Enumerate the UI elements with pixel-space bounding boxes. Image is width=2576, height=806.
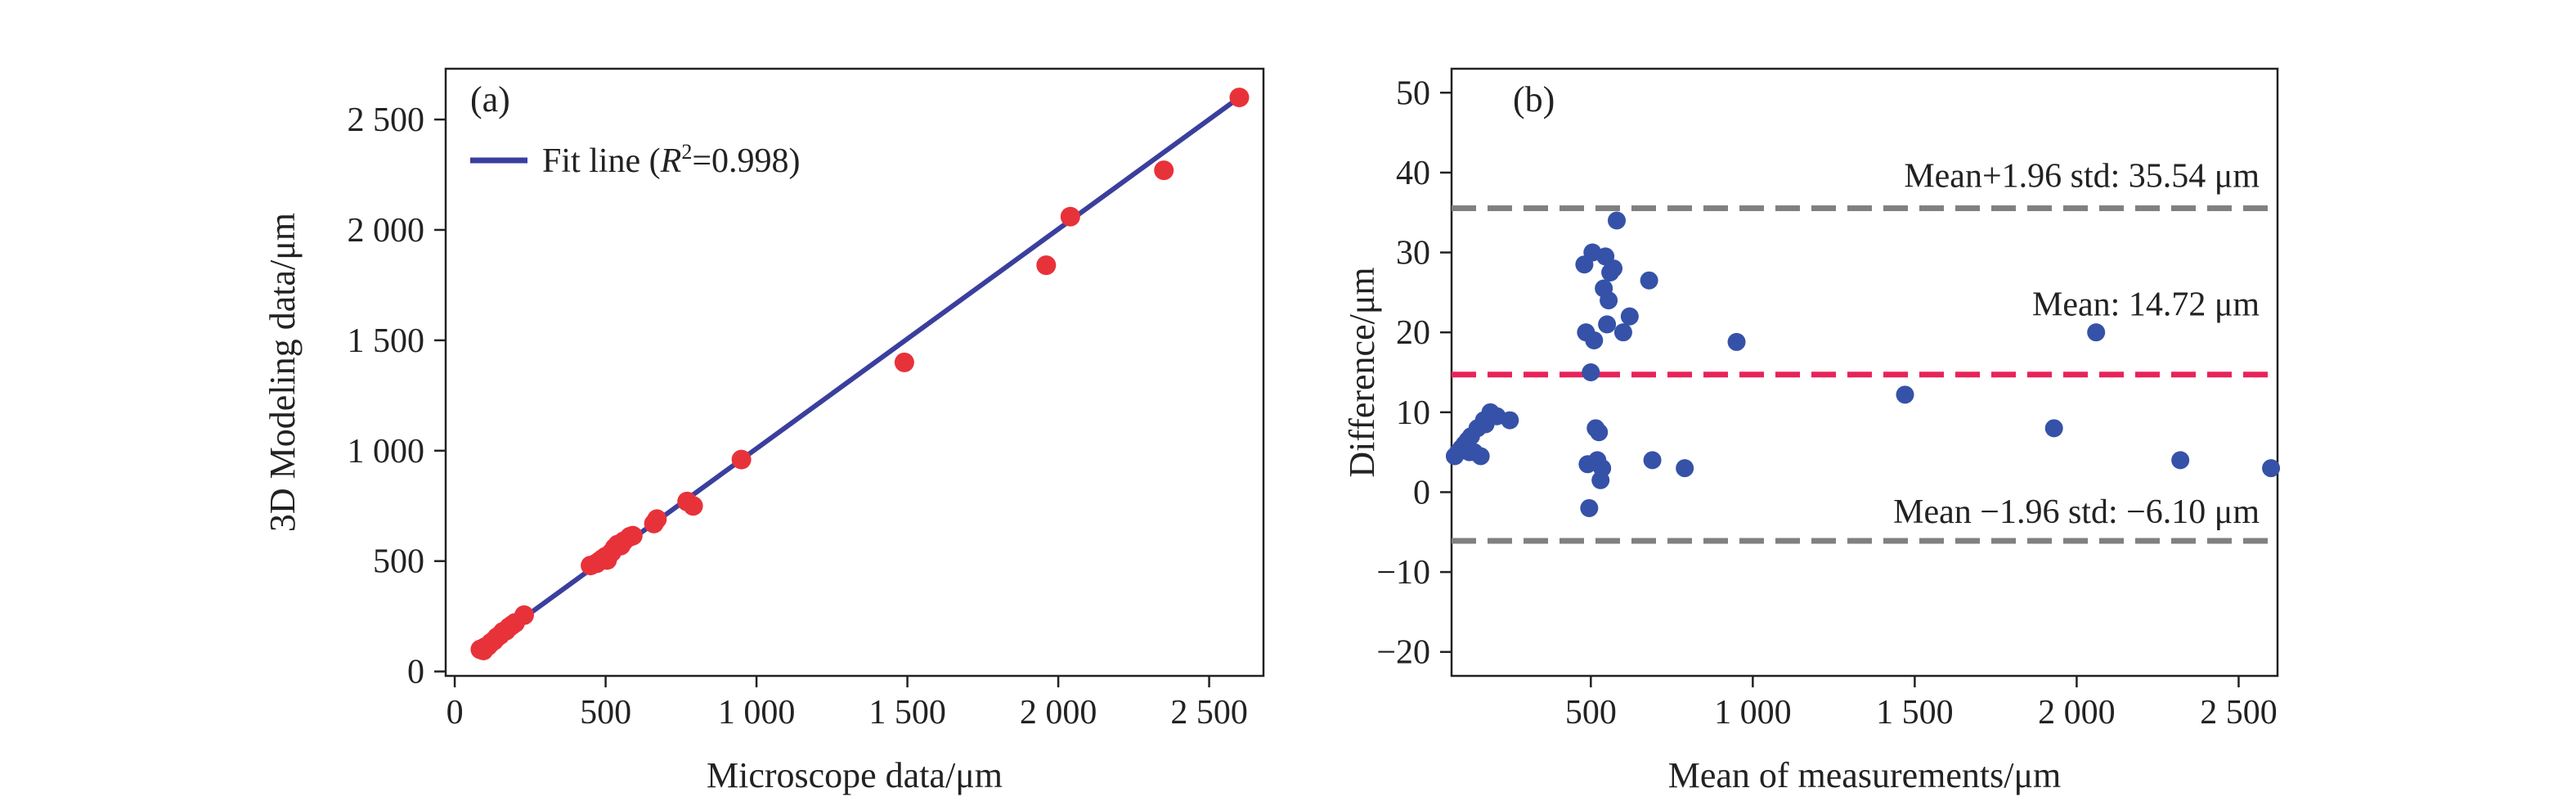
panel-a-plot-frame	[444, 67, 1265, 678]
panel-a-x-tick-label: 0	[447, 694, 464, 732]
panel-a-y-axis-title: 3D Modeling data/μm	[263, 213, 303, 532]
panel-b-x-tick-label: 2 500	[2200, 694, 2278, 732]
panel-a-y-tick-label: 500	[373, 543, 424, 581]
data-point	[1501, 411, 1519, 430]
data-point	[514, 605, 534, 625]
data-point	[1036, 255, 1057, 276]
data-point	[1676, 459, 1694, 478]
data-point	[647, 509, 667, 529]
legend: Fit line (R2=0.998)	[470, 140, 801, 180]
legend-label-prefix: Fit line (	[542, 142, 661, 180]
data-point	[1060, 206, 1080, 227]
data-point	[2262, 459, 2281, 478]
panel-a-label: (a)	[470, 79, 510, 119]
panel-b-y-tick-label: −20	[1376, 634, 1430, 672]
panel-b-y-tick-label: 20	[1396, 314, 1430, 352]
data-point	[1608, 211, 1626, 230]
panel-a-x-tick-label: 1 500	[868, 694, 946, 732]
panel-b-x-tick-label: 1 000	[1714, 694, 1792, 732]
data-point	[1896, 385, 1914, 404]
panel-b-x-tick-label: 2 000	[2038, 694, 2116, 732]
data-point	[1604, 259, 1623, 278]
panel-b-y-ticks: −20 −10 0 10 20 30 40 50	[1376, 74, 1452, 672]
data-point	[1640, 271, 1658, 290]
data-point	[622, 525, 643, 546]
panel-b-label: (b)	[1513, 79, 1555, 119]
panel-a-y-tick-label: 1 500	[348, 322, 425, 360]
panel-b-y-tick-label: 50	[1396, 74, 1430, 112]
data-point	[2087, 323, 2106, 342]
data-point	[1600, 291, 1618, 310]
panel-b-y-tick-label: 0	[1413, 474, 1430, 511]
panel-a-y-tick-label: 0	[407, 654, 424, 691]
data-point	[1593, 459, 1612, 478]
data-point	[1580, 498, 1599, 517]
panel-b-x-tick-label: 500	[1565, 694, 1617, 732]
data-point	[2171, 451, 2190, 470]
panel-b-y-tick-label: 30	[1396, 235, 1430, 272]
panel-b-points	[1445, 211, 2281, 517]
panel-b-y-tick-label: 40	[1396, 155, 1430, 192]
panel-b-y-tick-label: 10	[1396, 394, 1430, 432]
mean-label: Mean: 14.72 μm	[2032, 286, 2260, 324]
panel-a-x-tick-label: 2 500	[1170, 694, 1248, 732]
data-point	[1620, 307, 1639, 326]
legend-label-superscript: 2	[681, 140, 692, 164]
panel-a-y-ticks: 0 500 1 000 1 500 2 000 2 500	[348, 101, 446, 691]
panel-b-y-tick-label: −10	[1376, 554, 1430, 592]
data-point	[1582, 363, 1600, 381]
reference-lines	[1452, 205, 2278, 544]
data-point	[1598, 315, 1617, 334]
data-point	[894, 352, 914, 372]
panel-b-x-ticks: 500 1 000 1 500 2 000 2 500	[1565, 676, 2278, 732]
panel-b: 500 1 000 1 500 2 000 2 500 −20 −10 0 10 20 30 40 5…	[1342, 67, 2281, 795]
legend-label-variable: R	[660, 142, 682, 180]
upper-limit-label: Mean+1.96 std: 35.54 μm	[1904, 157, 2260, 195]
data-point	[731, 449, 752, 470]
data-point	[1590, 423, 1609, 442]
panel-a-y-tick-label: 2 500	[348, 101, 425, 139]
panel-a-x-tick-label: 1 000	[718, 694, 796, 732]
panel-b-y-axis-title: Difference/μm	[1342, 267, 1382, 477]
lower-limit-label: Mean −1.96 std: −6.10 μm	[1893, 493, 2260, 531]
data-point	[1585, 331, 1604, 349]
panel-a-y-tick-label: 2 000	[348, 212, 425, 250]
data-point	[1471, 447, 1490, 466]
data-point	[1613, 323, 1632, 342]
legend-label-suffix: =0.998)	[692, 142, 800, 180]
panel-b-x-axis-title: Mean of measurements/μm	[1668, 755, 2062, 795]
panel-a: 0 500 1 000 1 500 2 000 2 500 0 500 1 000 1 500 2…	[263, 67, 1265, 795]
panel-a-x-axis-title: Microscope data/μm	[707, 755, 1003, 795]
data-point	[1154, 160, 1174, 181]
data-point	[1727, 332, 1746, 351]
panel-a-x-ticks: 0 500 1 000 1 500 2 000 2 500	[447, 676, 1248, 732]
legend-fit-line-label: Fit line (R2=0.998)	[542, 140, 801, 180]
data-point	[683, 496, 703, 516]
panel-a-points	[470, 88, 1250, 660]
data-point	[2044, 419, 2063, 438]
panel-a-x-tick-label: 500	[580, 694, 631, 732]
panel-a-y-tick-label: 1 000	[348, 433, 425, 471]
data-point	[1229, 88, 1250, 108]
data-point	[1643, 451, 1662, 470]
panel-a-x-tick-label: 2 000	[1020, 694, 1097, 732]
panel-b-x-tick-label: 1 500	[1876, 694, 1954, 732]
